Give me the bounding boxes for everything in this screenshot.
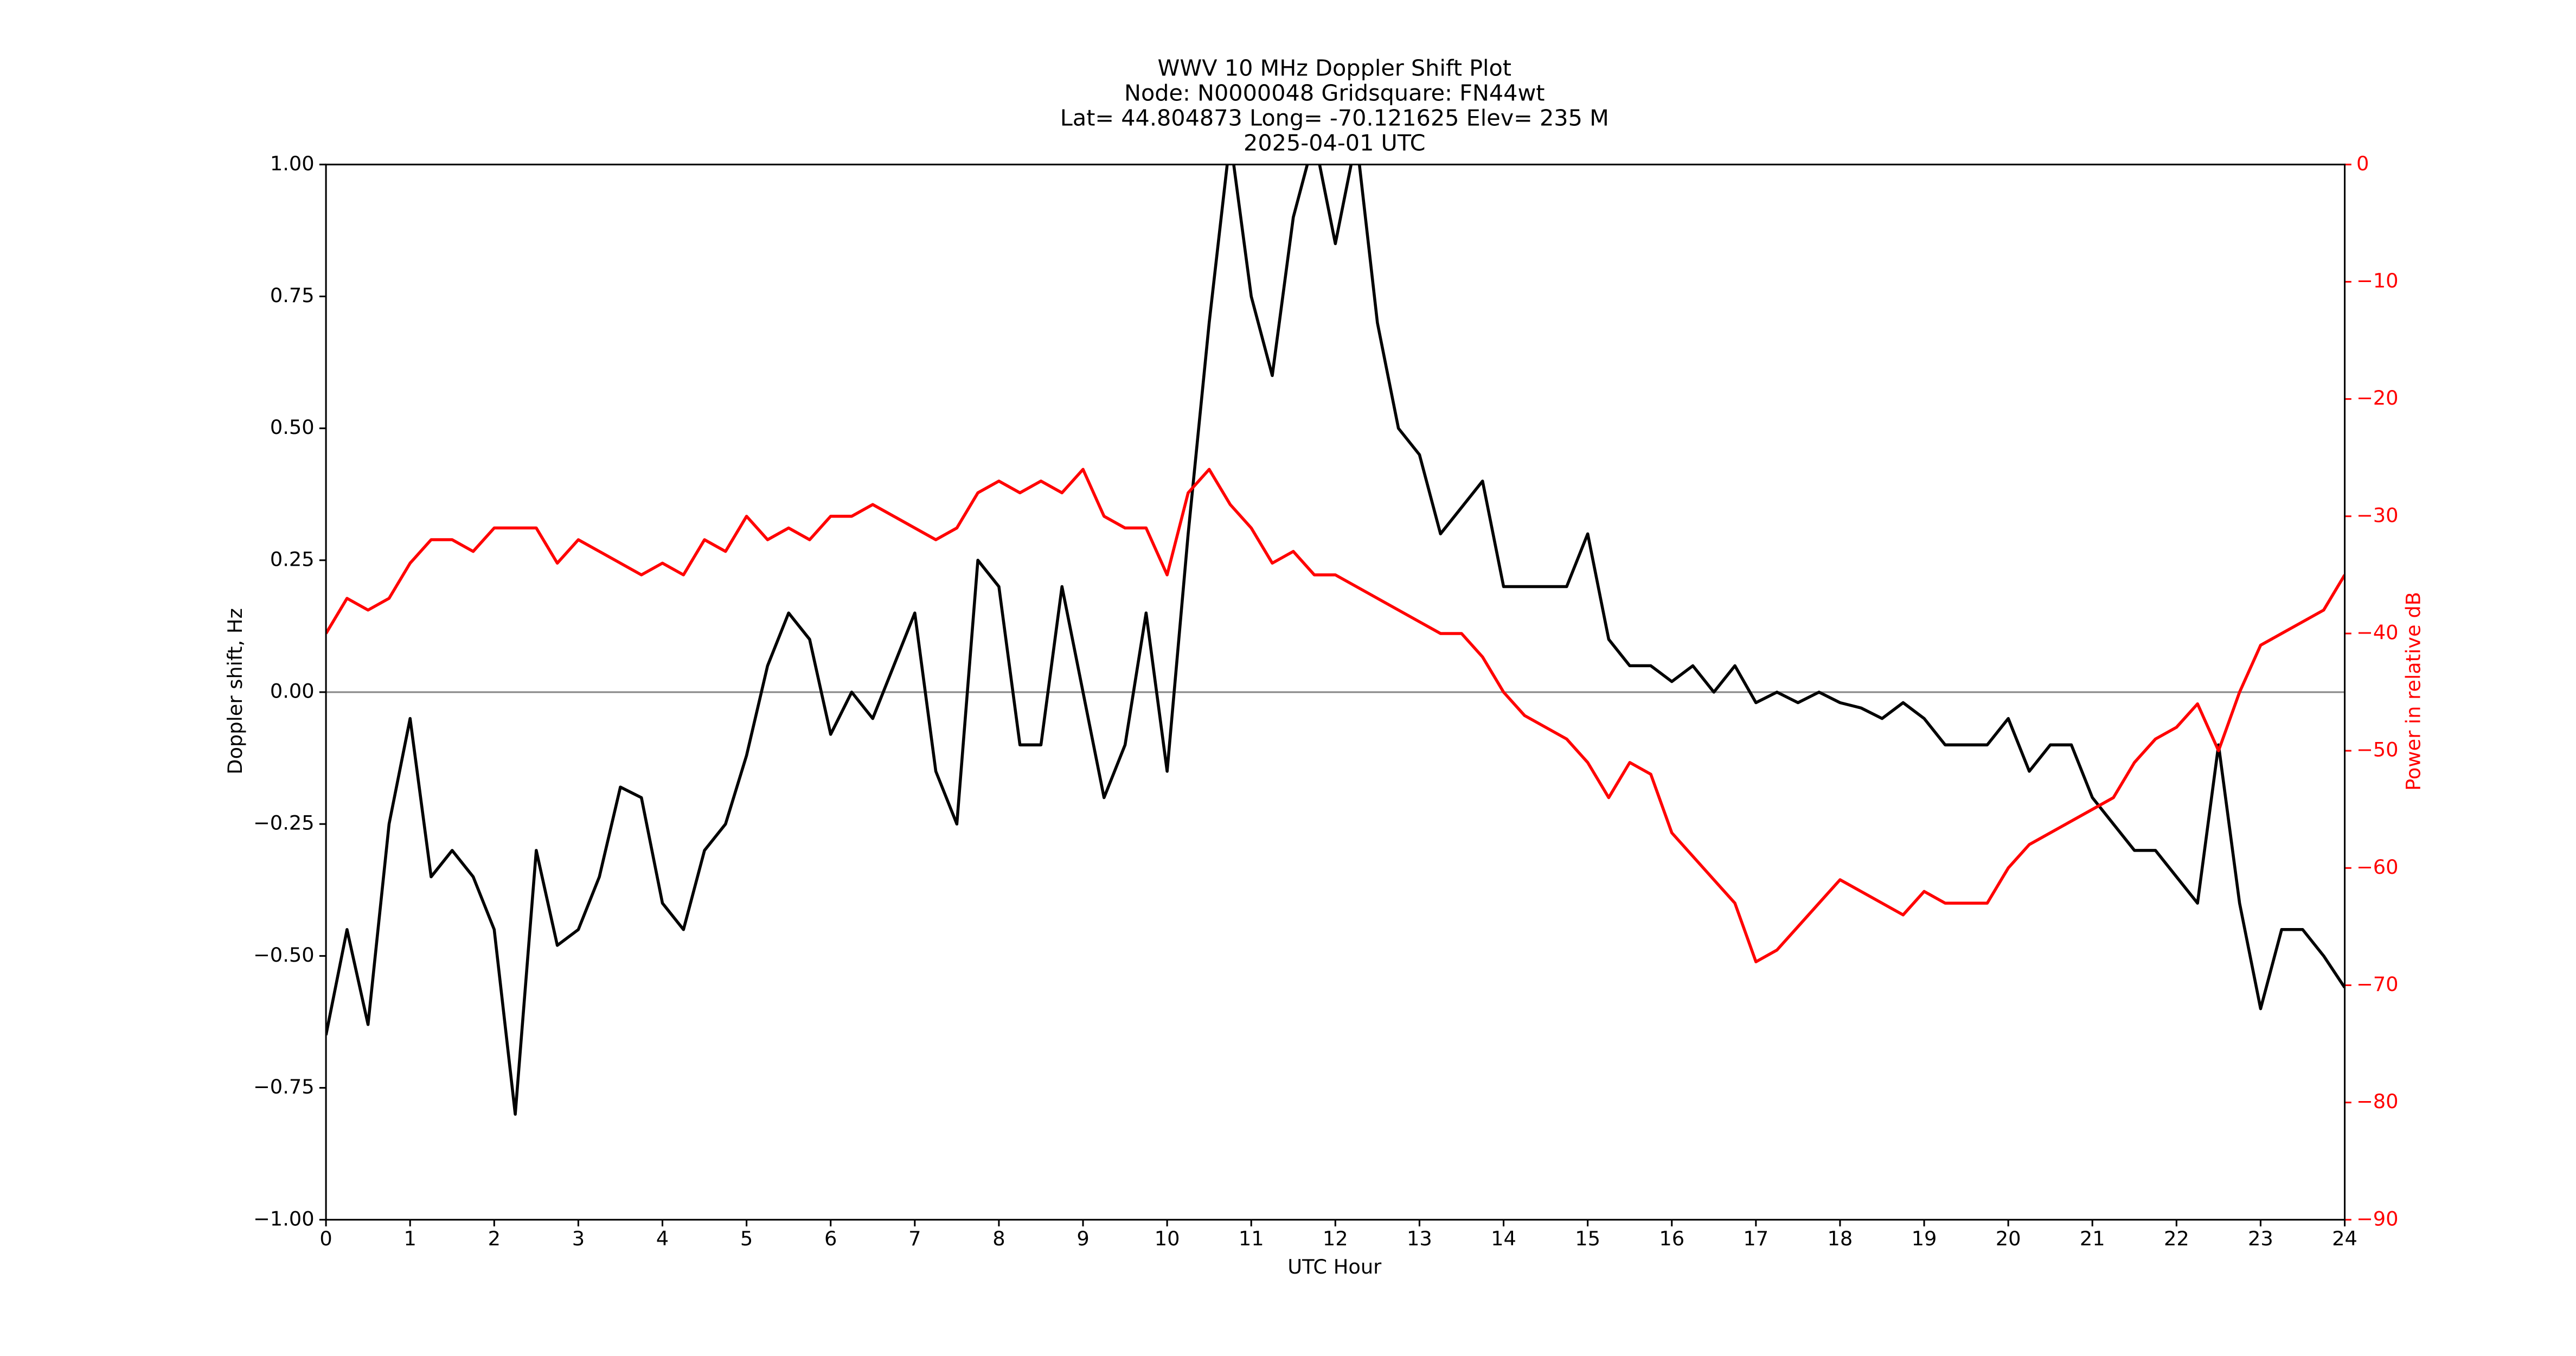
x-tick-label: 17 — [1743, 1227, 1768, 1250]
y2-tick-label: −70 — [2356, 973, 2399, 996]
y2-tick-label: −40 — [2356, 621, 2399, 644]
x-tick-label: 18 — [1828, 1227, 1853, 1250]
x-tick-label: 10 — [1155, 1227, 1180, 1250]
y2-tick-label: 0 — [2356, 152, 2369, 175]
y2-tick-label: −80 — [2356, 1090, 2399, 1113]
x-tick-label: 16 — [1659, 1227, 1684, 1250]
y-tick-label: −1.00 — [253, 1207, 315, 1230]
y-tick-label: 0.75 — [270, 284, 315, 307]
x-tick-label: 23 — [2248, 1227, 2273, 1250]
y2-tick-label: −90 — [2356, 1207, 2399, 1230]
x-tick-label: 15 — [1575, 1227, 1600, 1250]
x-tick-label: 1 — [404, 1227, 416, 1250]
y2-tick-label: −60 — [2356, 855, 2399, 879]
x-tick-label: 11 — [1239, 1227, 1264, 1250]
data-line — [326, 164, 2345, 1116]
x-tick-label: 5 — [740, 1227, 753, 1250]
y-tick-label: 1.00 — [270, 152, 315, 175]
chart-subtitle: Lat= 44.804873 Long= -70.121625 Elev= 23… — [1060, 105, 1609, 131]
x-tick-label: 0 — [319, 1227, 332, 1250]
chart-subtitle: Node: N0000048 Gridsquare: FN44wt — [1124, 80, 1545, 106]
x-tick-label: 21 — [2080, 1227, 2105, 1250]
x-tick-label: 8 — [992, 1227, 1005, 1250]
y-tick-label: 0.25 — [270, 547, 315, 571]
y-tick-label: 0.00 — [270, 680, 315, 703]
y2-tick-label: −20 — [2356, 386, 2399, 410]
x-tick-label: 7 — [908, 1227, 921, 1250]
x-tick-label: 13 — [1407, 1227, 1432, 1250]
y-axis-label: Doppler shift, Hz — [223, 608, 247, 775]
data-line — [326, 468, 2345, 963]
x-tick-label: 24 — [2332, 1227, 2357, 1250]
plot-frame — [325, 163, 2346, 1221]
x-axis-label: UTC Hour — [1287, 1255, 1382, 1278]
y2-tick-label: −30 — [2356, 503, 2399, 527]
plot-area — [326, 164, 2345, 1116]
x-tick-label: 22 — [2164, 1227, 2189, 1250]
x-tick-label: 20 — [1996, 1227, 2021, 1250]
x-tick-label: 4 — [656, 1227, 669, 1250]
x-tick-label: 19 — [1912, 1227, 1937, 1250]
y-tick-label: −0.50 — [253, 943, 315, 967]
y-tick-label: −0.25 — [253, 811, 315, 835]
x-tick-label: 6 — [824, 1227, 837, 1250]
x-tick-label: 3 — [572, 1227, 585, 1250]
x-tick-label: 9 — [1076, 1227, 1089, 1250]
y2-tick-label: −50 — [2356, 738, 2399, 762]
y2-tick-label: −10 — [2356, 269, 2399, 292]
x-tick-label: 12 — [1323, 1227, 1348, 1250]
y-tick-label: 0.50 — [270, 415, 315, 439]
chart-title: WWV 10 MHz Doppler Shift Plot — [1158, 55, 1512, 81]
x-tick-label: 2 — [488, 1227, 501, 1250]
y-tick-label: −0.75 — [253, 1075, 315, 1098]
x-tick-label: 14 — [1491, 1227, 1516, 1250]
y2-axis-label: Power in relative dB — [2402, 592, 2425, 791]
chart-subtitle: 2025-04-01 UTC — [1244, 130, 1426, 156]
